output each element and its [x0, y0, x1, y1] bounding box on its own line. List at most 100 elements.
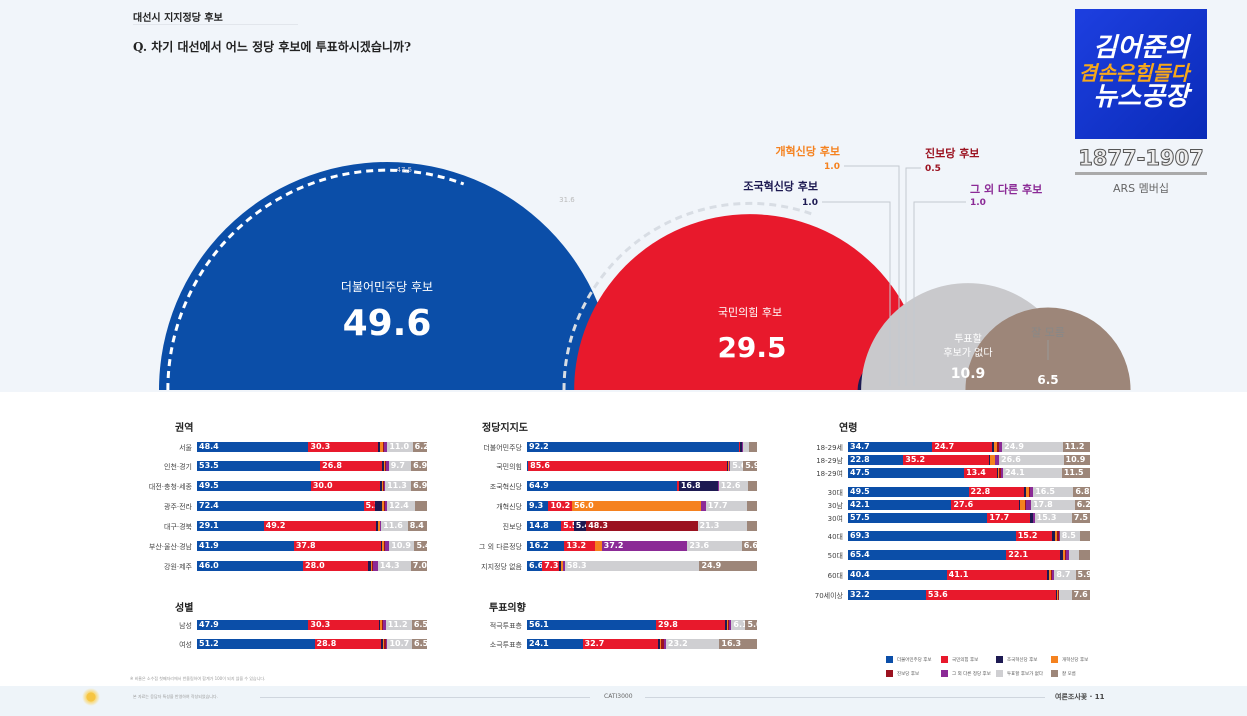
- data-label: 11.6: [383, 521, 403, 530]
- data-label: 21.3: [699, 521, 720, 530]
- bar-segment: [384, 501, 387, 511]
- bar-segment: 5.9: [1075, 570, 1092, 580]
- bar-segment: [378, 620, 380, 630]
- bar-segment: [1025, 500, 1027, 510]
- data-label: 11.2: [387, 620, 408, 629]
- bar-segment: [383, 541, 385, 551]
- bar-segment: [1057, 531, 1059, 541]
- callout-label: 조국혁신당 후보: [743, 179, 818, 193]
- bubble-label: 잘 모름: [1031, 326, 1065, 339]
- bar-segment: [995, 455, 1000, 465]
- stacked-bar: 48.4 30.3 11.0 6.2: [197, 442, 429, 452]
- stacked-bar: 85.6 5.6 5.9: [527, 461, 760, 471]
- bar-segment: [717, 481, 719, 491]
- group-title: 투표의향: [489, 603, 526, 614]
- bar-segment: 22.8: [848, 455, 904, 465]
- data-label: 6.8: [1075, 487, 1090, 496]
- data-label: 6.5: [414, 639, 429, 648]
- bubble-label: 후보가 없다: [943, 346, 992, 359]
- legend-swatch: [886, 656, 893, 663]
- bar-segment: 28.8: [314, 639, 381, 649]
- bar-segment: 14.8: [527, 521, 562, 531]
- stacked-bar: 42.1 27.6 17.8 6.2: [848, 500, 1091, 510]
- bar-segment: [661, 639, 664, 649]
- bar-segment: 49.5: [848, 487, 969, 497]
- stacked-bar: 47.9 30.3 11.2 6.5: [197, 620, 428, 630]
- bar-segment: [740, 442, 742, 452]
- data-label: 41.9: [199, 541, 219, 550]
- legend-label: 그 외 다른 정당 후보: [952, 671, 991, 677]
- bar-segment: 12.6: [718, 481, 748, 491]
- bar-segment: [1064, 550, 1066, 560]
- bar-segment: 15.3: [1034, 513, 1072, 523]
- data-label: 37.8: [295, 541, 316, 550]
- bar-segment: 6.6: [741, 541, 758, 551]
- group-title: 정당지지도: [482, 423, 528, 434]
- data-label: 6.9: [413, 481, 428, 490]
- stacked-bar: 51.2 28.8 10.7 6.5: [197, 639, 429, 649]
- bar-segment: 40.4: [848, 570, 947, 580]
- data-label: 8.7: [1056, 570, 1071, 579]
- data-label: 58.3: [566, 561, 587, 570]
- bar-segment: 41.1: [946, 570, 1047, 580]
- bar-segment: 30.0: [310, 481, 380, 491]
- bar-segment: [999, 468, 1001, 478]
- bar-segment: 7.5: [1071, 513, 1090, 523]
- legend-item: 그 외 다른 정당 후보: [941, 670, 996, 677]
- divider: [645, 697, 1045, 698]
- legend: 더불어민주당 후보 국민의힘 후보 조국혁신당 후보 개혁신당 후보 진보당 후보 그 외…: [886, 656, 1106, 677]
- data-label: 30.3: [310, 442, 331, 451]
- bar-segment: [739, 442, 741, 452]
- stacked-bar: 32.2 53.6 7.6: [848, 590, 1090, 600]
- data-label: 26.8: [322, 461, 342, 470]
- stacked-bar: 64.9 16.8 12.6: [527, 481, 757, 491]
- stacked-bar: 22.8 35.2 26.6 10.9: [848, 455, 1090, 465]
- bar-segment: [1069, 550, 1080, 560]
- stacked-bar: 92.2: [527, 442, 757, 452]
- bar-segment: 6.2: [412, 442, 429, 452]
- bar-segment: 11.5: [1061, 468, 1090, 478]
- stacked-bar: 57.5 17.7 15.3 7.5: [848, 513, 1090, 523]
- stacked-bar: 49.5 22.8 16.5 6.8: [848, 487, 1090, 497]
- data-label: 22.8: [970, 487, 991, 496]
- bar-segment: [367, 561, 371, 571]
- row-label: 적극투표층: [489, 622, 522, 630]
- legend-swatch: [886, 670, 893, 677]
- data-label: 7.5: [1073, 513, 1088, 522]
- data-label: 35.2: [905, 455, 926, 464]
- bar-segment: [727, 461, 730, 471]
- bar-segment: [1029, 487, 1034, 497]
- data-label: 57.5: [850, 513, 870, 522]
- bar-segment: [727, 620, 730, 630]
- bar-segment: [701, 501, 706, 511]
- bar-segment: [989, 455, 995, 465]
- data-label: 32.7: [584, 639, 605, 648]
- data-label: 64.9: [529, 481, 549, 490]
- bar-segment: [379, 481, 383, 491]
- data-label: 11.5: [1063, 468, 1084, 477]
- data-label: 5.9: [745, 461, 760, 470]
- divider: [260, 697, 590, 698]
- data-label: 10.7: [389, 639, 410, 648]
- bar-segment: 15.2: [1015, 531, 1053, 541]
- bar-segment: [1059, 590, 1072, 600]
- data-label: 47.5: [850, 468, 870, 477]
- legend-item: 조국혁신당 후보: [996, 656, 1051, 663]
- bar-segment: [370, 561, 373, 571]
- data-label: 42.1: [850, 500, 870, 509]
- bar-segment: 37.2: [601, 541, 688, 551]
- data-label: 6.6: [743, 541, 758, 550]
- bar-segment: [1033, 513, 1035, 523]
- bubble-label: 국민의힘 후보: [718, 306, 782, 319]
- bar-segment: 11.2: [1062, 442, 1090, 452]
- bar-segment: 9.7: [388, 461, 412, 471]
- bar-segment: [383, 481, 384, 491]
- bar-segment: 47.9: [197, 620, 309, 630]
- bar-segment: [1058, 590, 1059, 600]
- data-label: 5.0: [747, 620, 762, 629]
- row-label: 더불어민주당: [483, 444, 522, 452]
- previous-value-label: 47.5: [397, 166, 413, 174]
- stacked-bar: 29.1 49.2 11.6 8.4: [197, 521, 427, 531]
- data-label: 28.0: [305, 561, 325, 570]
- row-label: 그 외 다른정당: [478, 543, 522, 551]
